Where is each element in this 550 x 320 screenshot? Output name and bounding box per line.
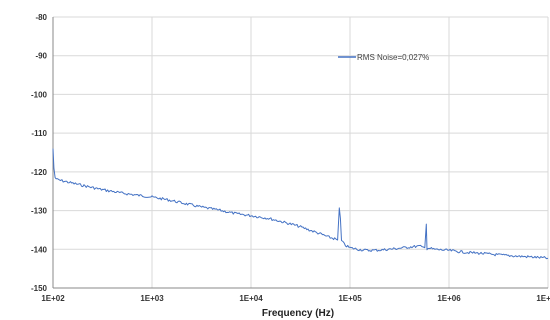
x-axis-label: Frequency (Hz) (262, 308, 334, 319)
y-tick-label: -130 (31, 207, 48, 216)
series-layer (52, 148, 549, 260)
y-tick-label: -80 (35, 13, 47, 22)
legend: RMS Noise=0,027% (338, 53, 429, 62)
y-tick-label: -140 (31, 245, 48, 254)
y-tick-labels: -150 -140 -130 -120 -110 -100 -90 -80 (31, 13, 48, 293)
x-tick-label: 1E+04 (239, 294, 263, 303)
grid-lines (52, 16, 549, 289)
y-tick-label: -150 (31, 284, 48, 293)
axes (52, 17, 548, 289)
y-tick-label: -90 (35, 52, 47, 61)
y-tick-label: -110 (31, 129, 47, 138)
x-tick-label: 1E+02 (41, 294, 65, 303)
x-tick-label: 1E+05 (338, 294, 362, 303)
legend-label: RMS Noise=0,027% (357, 53, 429, 62)
x-tick-labels: 1E+02 1E+03 1E+04 1E+05 1E+06 1E+07 (41, 294, 550, 303)
x-tick-label: 1E+07 (536, 294, 550, 303)
y-tick-label: -120 (31, 168, 48, 177)
x-tick-label: 1E+03 (140, 294, 164, 303)
y-tick-label: -100 (31, 90, 48, 99)
x-tick-label: 1E+06 (437, 294, 461, 303)
series-line (52, 148, 549, 260)
